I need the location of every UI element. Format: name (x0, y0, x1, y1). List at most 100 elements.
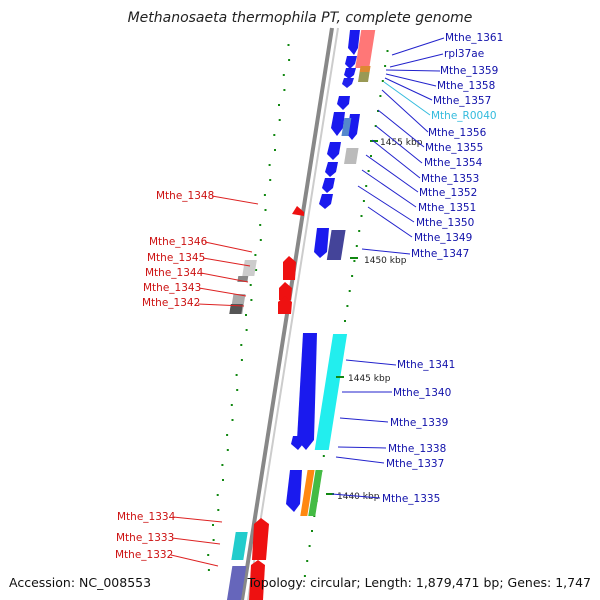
label-mthe-1359: Mthe_1359 (440, 65, 498, 77)
feature-forward-1357 (337, 96, 350, 110)
tick-left (282, 74, 285, 76)
leader-1350 (357, 185, 415, 223)
feature-purple-bottom (226, 566, 247, 600)
tick-left (259, 239, 262, 241)
feature-cyan-1333 (231, 532, 248, 560)
label-mthe-1356: Mthe_1356 (428, 127, 487, 139)
label-mthe-1355: Mthe_1355 (425, 142, 483, 154)
tick-left (207, 554, 210, 556)
tick-left (250, 299, 253, 301)
tick-right (306, 560, 309, 562)
feature-forward-1338 (291, 436, 305, 450)
kbp-label-1445: 1445 kbp (348, 374, 391, 384)
label-mthe-r0040: Mthe_R0040 (431, 110, 497, 122)
leader-1355 (377, 109, 425, 148)
tick-right (381, 80, 384, 82)
label-mthe-1357: Mthe_1357 (433, 95, 491, 107)
tick-right (362, 200, 365, 202)
tick-left (230, 404, 233, 406)
map-title: Methanosaeta thermophila PT, complete ge… (127, 10, 473, 26)
leader-1337 (335, 456, 385, 464)
tick-left (287, 44, 290, 46)
leader-1361 (391, 37, 445, 56)
tick-right (360, 215, 363, 217)
leader-rpl37ae (389, 53, 444, 68)
feature-forward-1349 (314, 228, 329, 258)
tick-right (377, 110, 379, 112)
leader-1351 (361, 169, 417, 208)
tick-left (235, 374, 238, 376)
kbp-label-1455: 1455 kbp (380, 138, 423, 148)
tick-left (222, 479, 224, 481)
tick-left (221, 464, 224, 466)
tick-right (311, 530, 313, 532)
leader-1346 (204, 241, 253, 253)
tick-right (358, 230, 361, 232)
tick-right (370, 155, 372, 157)
label-mthe-1335: Mthe_1335 (382, 493, 440, 505)
feature-green-1335 (308, 470, 323, 516)
left-gene-labels: Mthe_1348 Mthe_1346 Mthe_1345 Mthe_1344 … (115, 190, 259, 567)
leader-1334 (172, 516, 223, 523)
leader-1354 (375, 125, 423, 164)
feature-forward-1361 (348, 30, 360, 55)
label-mthe-1361: Mthe_1361 (445, 32, 503, 44)
leader-1356 (381, 89, 429, 133)
feature-reverse-1343 (279, 282, 292, 300)
tick-right (365, 185, 368, 187)
tick-right (303, 575, 306, 577)
leader-1347 (361, 248, 411, 255)
tick-right (379, 95, 382, 97)
feature-forward-1337 (286, 470, 302, 512)
tick-left (249, 284, 252, 286)
label-mthe-1349: Mthe_1349 (414, 232, 472, 244)
label-mthe-1343: Mthe_1343 (143, 282, 201, 294)
tick-left (264, 209, 267, 211)
leader-1343 (198, 287, 247, 297)
feature-top-red-block (355, 30, 376, 68)
feature-forward-rpl37ae (345, 56, 357, 69)
tick-left (254, 254, 257, 256)
tick-right (346, 305, 349, 307)
feature-top-gray (358, 72, 370, 82)
tick-left (226, 449, 229, 451)
tick-left (245, 314, 247, 316)
tick-right (367, 170, 370, 172)
tick-right (355, 245, 358, 247)
leader-1344 (200, 272, 249, 283)
tick-right (344, 320, 346, 322)
tick-left (217, 509, 220, 511)
tick-left (278, 119, 281, 121)
tick-left (240, 359, 243, 361)
tick-left (240, 344, 243, 346)
feature-reverse-1332 (249, 560, 265, 600)
label-mthe-1347: Mthe_1347 (411, 248, 469, 260)
feature-forward-1350 (319, 194, 333, 209)
label-mthe-1348: Mthe_1348 (156, 190, 214, 202)
feature-reverse-1334 (252, 518, 269, 560)
feature-cyan-1340 (314, 334, 348, 450)
label-mthe-1338: Mthe_1338 (388, 443, 446, 455)
feature-glyphs (226, 30, 376, 600)
leader-1357 (384, 77, 433, 101)
tick-left (274, 149, 276, 151)
feature-forward-1358 (342, 78, 354, 88)
tick-left (207, 569, 210, 571)
feature-forward-1354 (327, 142, 341, 160)
leader-1349 (367, 206, 413, 238)
label-rpl37ae: rpl37ae (444, 48, 484, 60)
feature-rna-r0040 (341, 118, 352, 136)
feature-gray-1342c (229, 304, 243, 314)
feature-forward-1359 (344, 68, 356, 79)
tick-left (269, 179, 272, 181)
tick-left (259, 224, 262, 226)
backbone-inner (247, 27, 339, 600)
feature-forward-1347 (326, 230, 346, 260)
label-mthe-1342: Mthe_1342 (142, 297, 200, 309)
tick-left (216, 494, 219, 496)
leader-1338 (337, 446, 387, 449)
leader-1333 (171, 537, 221, 545)
feature-orange-1335 (300, 470, 315, 516)
leader-r0040 (383, 81, 431, 116)
